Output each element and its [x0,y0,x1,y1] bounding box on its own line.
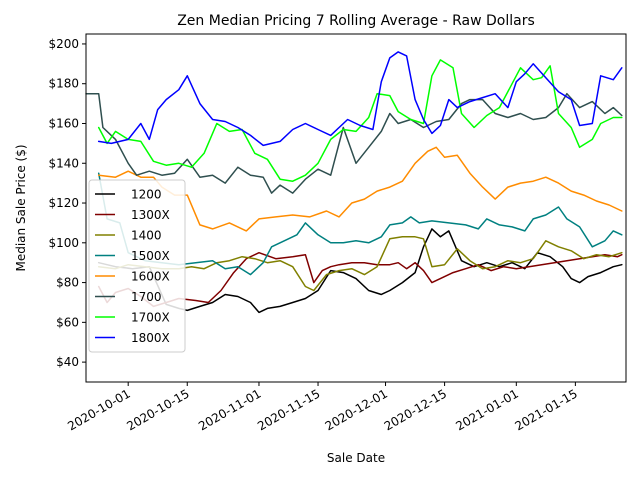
legend-label-1500X: 1500X [131,249,170,263]
legend-label-1800X: 1800X [131,331,170,345]
series-line-1300X [97,251,623,308]
legend-label-1200: 1200 [131,188,162,202]
legend-label-1300X: 1300X [131,208,170,222]
chart-title: Zen Median Pricing 7 Rolling Average - R… [177,13,535,29]
y-tick-label: $160 [48,116,79,130]
legend-label-1600X: 1600X [131,270,170,284]
y-tick-label: $180 [48,77,79,91]
x-axis-label: Sale Date [327,451,385,465]
y-tick-label: $140 [48,156,79,170]
series-line-1200 [97,228,623,314]
series-line-1400 [97,236,623,292]
legend: 1200 1300X 1400 1500X 1600X 1700 1700X 1800X [88,179,186,353]
series-layer [85,51,623,314]
y-tick-label: $40 [56,355,79,369]
legend-label-1400: 1400 [131,229,162,243]
y-tick-label: $200 [48,37,79,51]
series-line-1500X [97,172,623,276]
series-line-1700 [85,92,623,194]
y-tick-label: $60 [56,315,79,329]
legend-label-1700: 1700 [131,290,162,304]
series-line-1800X [97,51,623,147]
series-line-1700X [97,59,623,182]
y-tick-label: $80 [56,276,79,290]
plot-area-frame [85,33,627,383]
y-tick-label: $120 [48,196,79,210]
legend-label-1700X: 1700X [131,311,170,325]
legend-box [88,179,186,353]
y-axis-label: Median Sale Price ($) [14,144,28,271]
y-tick-label: $100 [48,236,79,250]
y-axis: $40 $60 $80 $100 $120 $140 $160 $180 $200 [48,37,86,369]
